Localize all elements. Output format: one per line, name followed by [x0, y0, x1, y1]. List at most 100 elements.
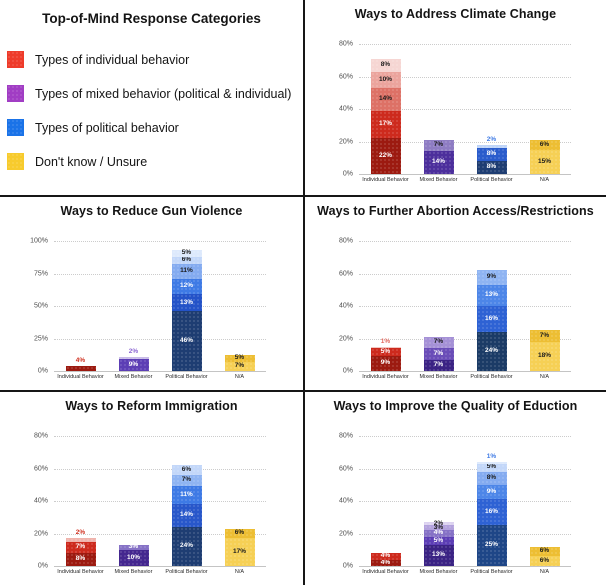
bar-segment: 14% — [171, 504, 202, 527]
bar-segment: 5% — [171, 250, 202, 257]
gridline — [359, 436, 571, 437]
chart-ways-to-further-abortion-access-restrictions: Ways to Further Abortion Access/Restrict… — [303, 195, 606, 390]
bar-segment: 8% — [370, 58, 401, 72]
segment-value-label: 16% — [484, 508, 498, 516]
segment-value-label: 25% — [484, 541, 498, 549]
segment-value-label: 6% — [234, 529, 245, 537]
segment-value-label: 7% — [433, 361, 444, 369]
chart-ways-to-reduce-gun-violence: Ways to Reduce Gun Violence 0% 25% 50% 75% 1… — [0, 195, 303, 390]
bar-slot: 7% 5% — [213, 241, 266, 371]
y-axis-tick: 50% — [33, 302, 48, 310]
gridline — [359, 468, 571, 470]
x-axis-label: Mixed Behavior — [419, 177, 458, 183]
x-axis-label: N/A — [234, 374, 245, 380]
stacked-bar: 15% 6% — [529, 139, 560, 174]
bar-segment: 7% — [171, 475, 202, 487]
bar-segment: 10% — [370, 71, 401, 88]
political-behavior-swatch-icon — [7, 119, 24, 136]
bar-slot: 25% 16% 9% 8% 5% 1% — [465, 436, 518, 566]
bar-segment: 16% — [476, 499, 507, 526]
individual-behavior-swatch-icon — [7, 51, 24, 68]
gridline — [54, 241, 266, 242]
chart-title: Ways to Improve the Quality of Eduction — [333, 399, 578, 413]
legend-item-individual-behavior: Types of individual behavior — [7, 51, 303, 68]
bar-segment: 9% — [476, 270, 507, 285]
gridline — [359, 109, 571, 110]
segment-value-label: 5% — [433, 536, 444, 544]
x-axis-label: Individual Behavior — [362, 374, 409, 380]
segment-value-label: 15% — [537, 157, 551, 165]
legend-items: Types of individual behavior Types of mi… — [7, 51, 303, 170]
y-axis-tick: 60% — [33, 465, 48, 472]
stacked-bar: 22% 17% 14% 10% 8% — [370, 58, 401, 174]
x-axis-label: Mixed Behavior — [114, 374, 153, 380]
segment-value-label: 14% — [179, 511, 193, 519]
gridline — [359, 141, 571, 143]
gridline — [54, 501, 266, 502]
segment-value-label: 12% — [179, 282, 193, 290]
plot-area: 0% 20% 40% 60% 80% 9% 5% 1% 7% 7% 7% 24% 16% 13% 9% 18%… — [339, 238, 571, 375]
x-axis-label: Individual Behavior — [57, 569, 104, 575]
bar-value-label: 4% — [75, 356, 86, 364]
stacked-bar: 17% 6% — [224, 528, 255, 566]
legend-item-label: Don't know / Unsure — [35, 154, 148, 169]
segment-value-label: 5% — [380, 348, 391, 356]
x-axis-label: Political Behavior — [165, 374, 208, 380]
bar-segment: 13% — [476, 284, 507, 306]
bar-slot: 4% — [54, 241, 107, 371]
bar-slot: 9% 2% — [107, 241, 160, 371]
bar-slot: 46% 13% 12% 11% 6% 5% — [160, 241, 213, 371]
bar-value-label: 1% — [486, 453, 497, 460]
stacked-bar: 24% 14% 11% 7% 6% — [171, 465, 202, 566]
mixed-behavior-swatch-icon — [7, 85, 24, 102]
gridline — [359, 533, 571, 535]
bar-slot: 24% 16% 13% 9% — [465, 241, 518, 371]
segment-value-label: 7% — [234, 362, 245, 370]
segment-value-label: 11% — [180, 267, 193, 275]
bar-segment: 4% — [370, 559, 401, 566]
legend-title: Top-of-Mind Response Categories — [42, 11, 261, 26]
bar-slot: 13% 5% 4% 3% 2% — [412, 436, 465, 566]
segment-value-label: 5% — [234, 354, 245, 362]
y-axis-tick: 0% — [37, 367, 48, 375]
gridline — [359, 306, 571, 307]
segment-value-label: 5% — [486, 463, 497, 471]
stacked-bar: 25% 16% 9% 8% 5% — [476, 462, 507, 566]
x-axis-labels: Individual Behavior Mixed Behavior Politic… — [359, 374, 571, 380]
x-axis-label: Mixed Behavior — [419, 374, 458, 380]
x-axis-label: Political Behavior — [470, 569, 513, 575]
bar-slot: 15% 6% — [518, 44, 571, 174]
x-axis-label: Individual Behavior — [362, 177, 409, 183]
bar-segment: 3% — [118, 544, 149, 550]
y-axis-tick: 20% — [338, 138, 353, 145]
bar-segment: 24% — [171, 527, 202, 566]
bar-slot: 18% 7% — [518, 241, 571, 371]
bar-segment: 13% — [423, 544, 454, 566]
bar-segment: 6% — [224, 528, 255, 539]
bar-segment: 16% — [476, 306, 507, 332]
bar-slots: 4% 4% 13% 5% 4% 3% 2% 25% 16% 9% 8% 5% 1% 6% 6% — [359, 436, 571, 566]
bar-segment: 22% — [370, 138, 401, 174]
segment-value-label: 9% — [486, 487, 497, 495]
bar-segment — [476, 462, 507, 464]
stacked-bar: 4% 4% — [370, 552, 401, 566]
plot-area: 0% 20% 40% 60% 80% 22% 17% 14% 10% 8% 14% 7% 8% 8% 2% 1… — [339, 41, 571, 178]
bar-segment: 15% — [529, 149, 560, 174]
bar-segment: 9% — [476, 484, 507, 500]
bar-segment: 8% — [476, 161, 507, 174]
bar-segment: 5% — [423, 536, 454, 545]
segment-value-label: 7% — [433, 141, 444, 149]
x-axis-label: Mixed Behavior — [114, 569, 153, 575]
bar-segment: 8% — [65, 553, 96, 566]
stacked-bar — [65, 365, 96, 371]
stacked-bar: 7% 5% — [224, 354, 255, 371]
y-axis-tick: 80% — [338, 237, 353, 245]
segment-value-label: 9% — [486, 273, 497, 281]
legend-item-label: Types of mixed behavior (political & ind… — [35, 86, 292, 101]
bar-segment: 17% — [370, 110, 401, 139]
y-axis-tick: 80% — [338, 40, 353, 48]
y-axis-tick: 80% — [338, 432, 353, 440]
gridline — [54, 306, 266, 307]
bar-segment: 7% — [423, 348, 454, 360]
gridline — [54, 436, 266, 437]
